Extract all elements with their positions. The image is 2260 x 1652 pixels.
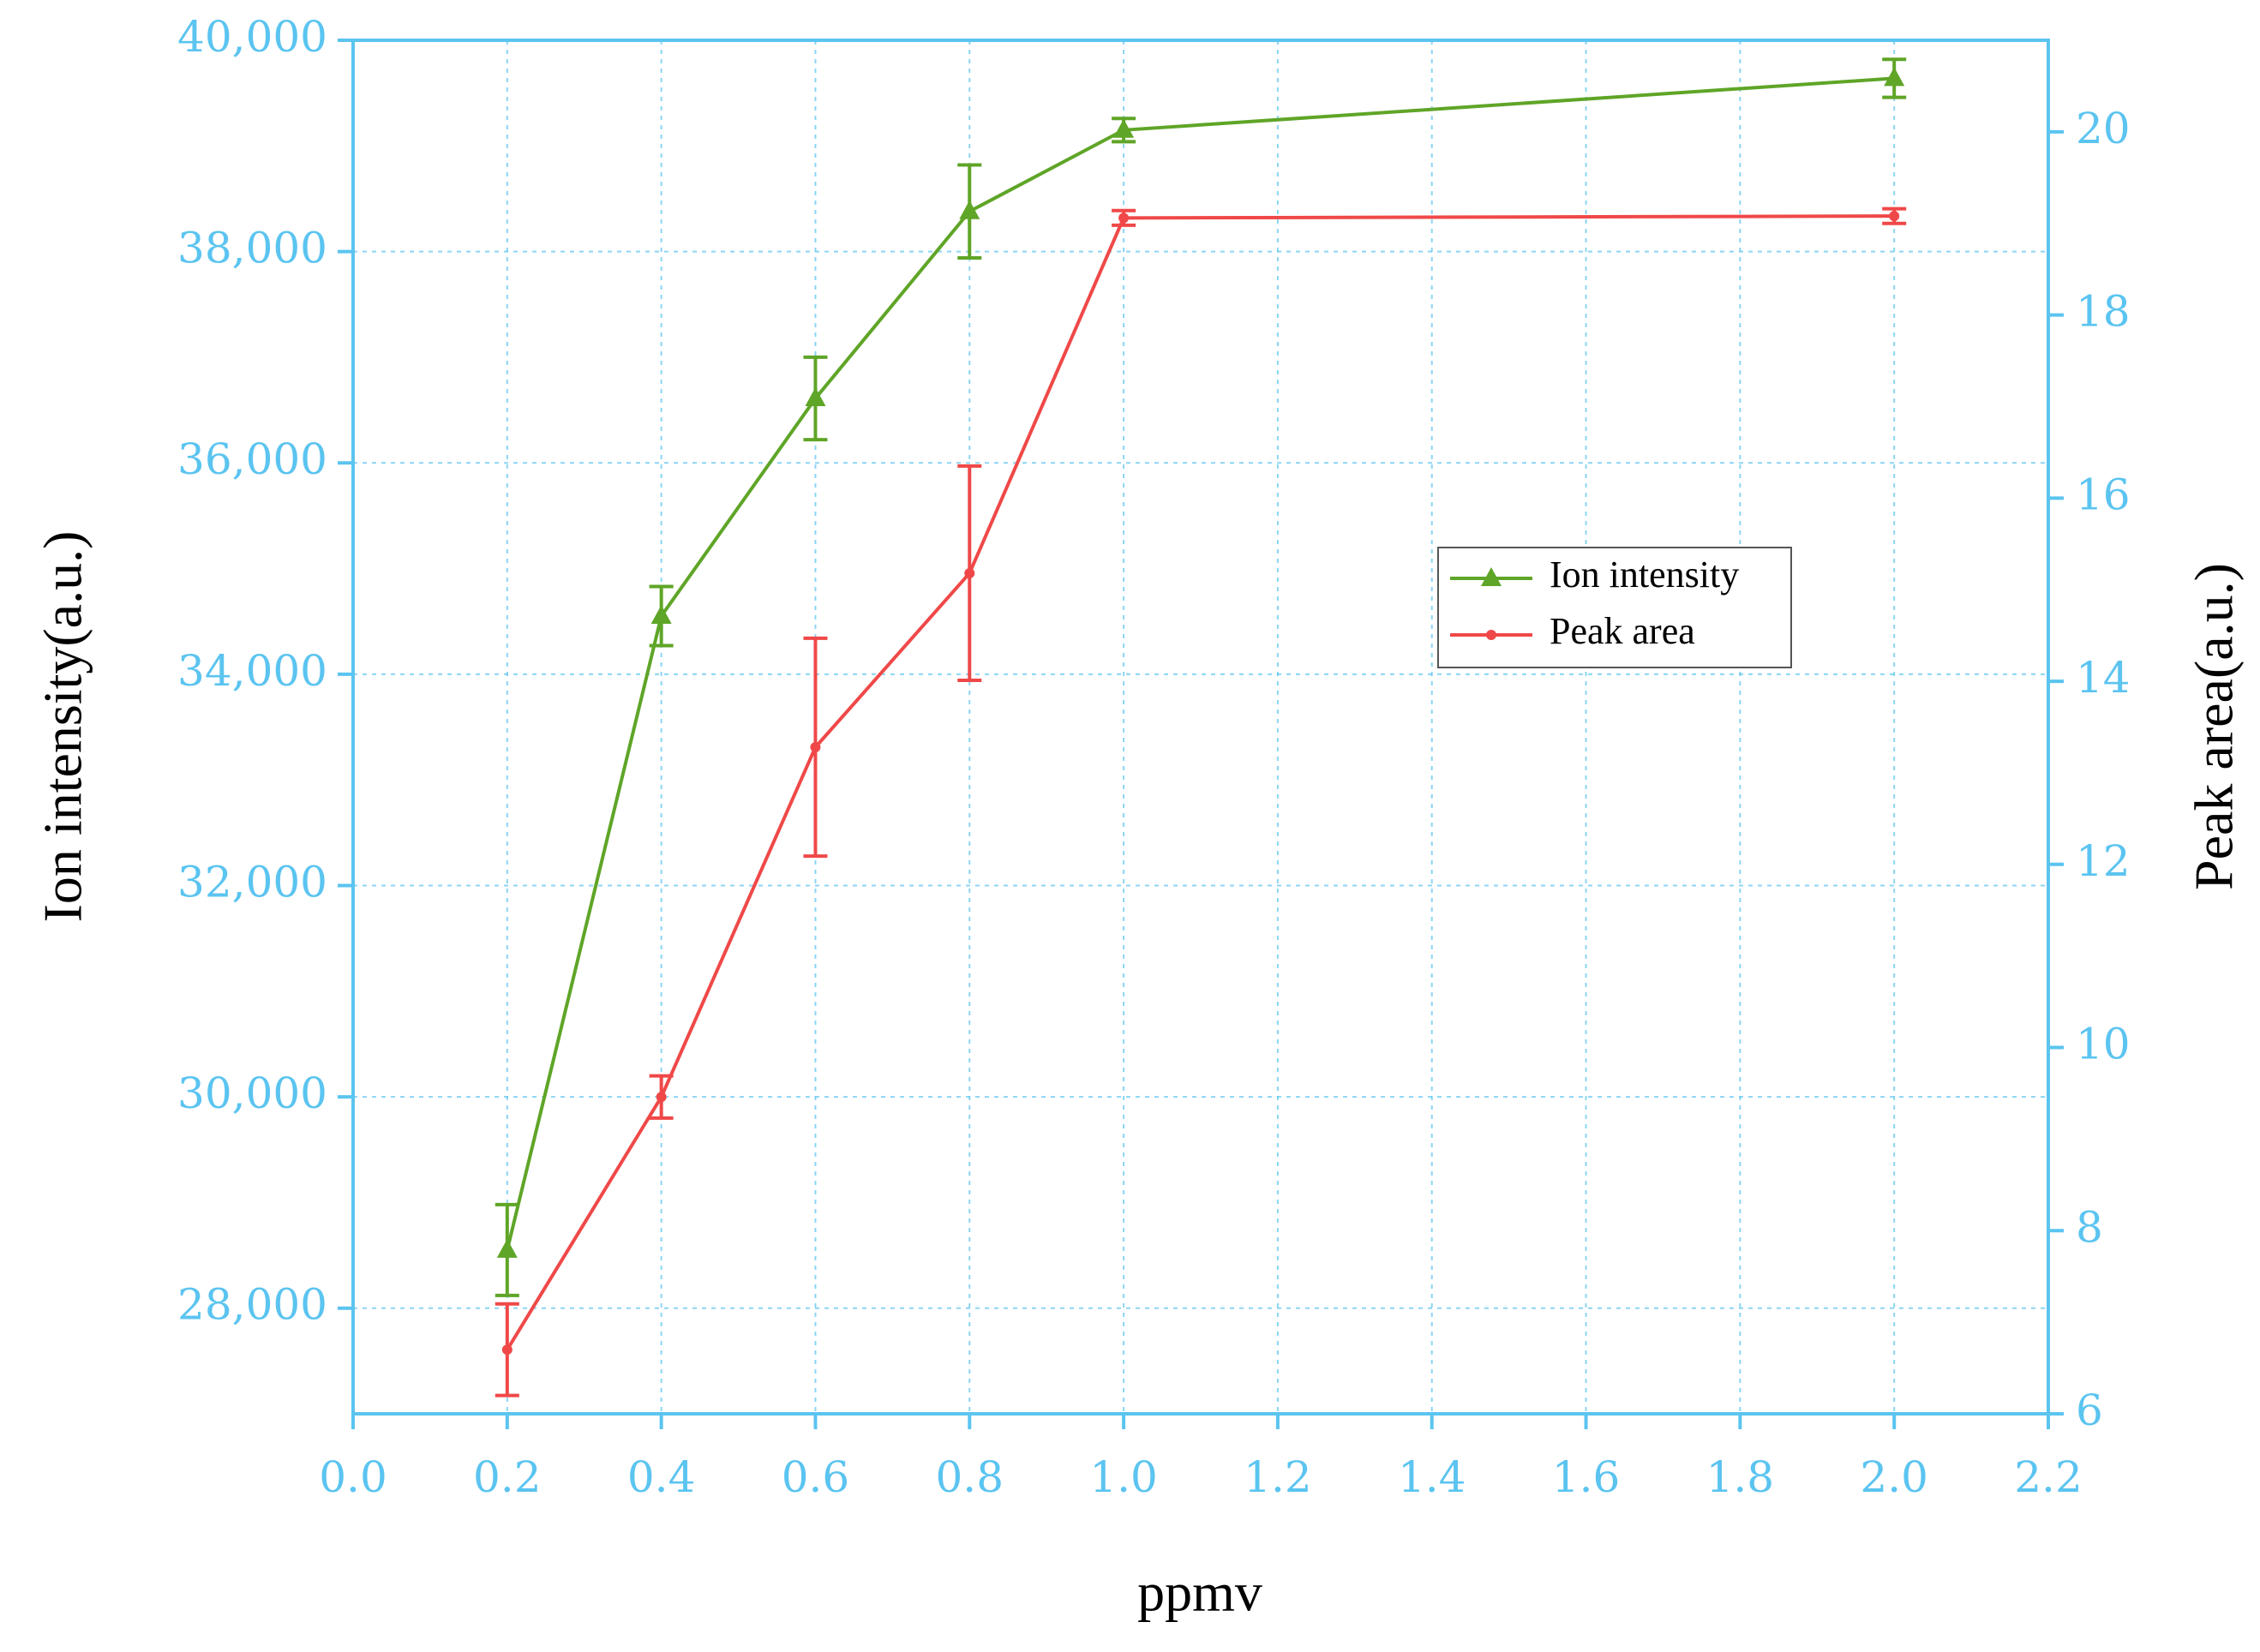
- data-point: [650, 605, 672, 625]
- y2-tick-label: 6: [2076, 1386, 2103, 1435]
- x-tick-label: 0.8: [936, 1452, 1004, 1502]
- x-tick-label: 2.0: [1860, 1452, 1928, 1502]
- x-tick-label: 0.2: [473, 1452, 542, 1502]
- data-point: [656, 1092, 667, 1103]
- data-point: [964, 567, 975, 578]
- y-tick-label: 30,000: [177, 1068, 327, 1118]
- x-tick-label: 1.2: [1244, 1452, 1312, 1502]
- y2-tick-label: 8: [2076, 1202, 2103, 1252]
- y-tick-label: 38,000: [177, 224, 327, 273]
- data-point: [805, 387, 826, 407]
- legend-label: Peak area: [1550, 610, 1695, 652]
- y-tick-label: 34,000: [177, 646, 327, 696]
- x-tick-label: 0.0: [319, 1452, 387, 1502]
- x-tick-label: 0.4: [627, 1452, 696, 1502]
- data-point: [1889, 211, 1900, 222]
- data-point: [501, 1344, 513, 1356]
- y-axis-title: Ion intensity(a.u.): [33, 531, 93, 923]
- legend-box: [1437, 547, 1792, 668]
- data-point: [1118, 212, 1130, 224]
- y2-tick-label: 16: [2076, 470, 2131, 519]
- x-tick-label: 1.8: [1706, 1452, 1775, 1502]
- y2-tick-label: 14: [2076, 653, 2131, 703]
- data-point: [496, 1238, 518, 1258]
- y2-axis-title: Peak area(a.u.): [2184, 563, 2245, 890]
- x-tick-label: 0.6: [782, 1452, 850, 1502]
- x-axis-title: ppmv: [1137, 1562, 1262, 1623]
- plot-frame: [351, 39, 2050, 1416]
- x-tick-label: 1.4: [1398, 1452, 1466, 1502]
- y2-tick-label: 20: [2076, 104, 2131, 153]
- y-tick-label: 40,000: [177, 12, 327, 62]
- y2-tick-label: 10: [2076, 1020, 2131, 1069]
- y2-tick-label: 18: [2076, 287, 2131, 337]
- y-tick-label: 36,000: [177, 434, 327, 484]
- x-tick-label: 1.0: [1089, 1452, 1158, 1502]
- data-point: [959, 200, 980, 219]
- y-tick-label: 28,000: [177, 1280, 327, 1330]
- y2-tick-label: 12: [2076, 836, 2131, 886]
- legend-label: Ion intensity: [1550, 554, 1739, 596]
- x-tick-label: 1.6: [1552, 1452, 1621, 1502]
- legend-marker: [1486, 630, 1496, 640]
- series-line: [506, 214, 1895, 1351]
- data-point: [1884, 67, 1905, 87]
- y-tick-label: 32,000: [177, 857, 327, 907]
- x-tick-label: 2.2: [2014, 1452, 2083, 1502]
- data-point: [810, 742, 821, 753]
- data-point: [1113, 118, 1135, 138]
- legend-marker: [1481, 567, 1502, 586]
- series-line: [505, 76, 1895, 1251]
